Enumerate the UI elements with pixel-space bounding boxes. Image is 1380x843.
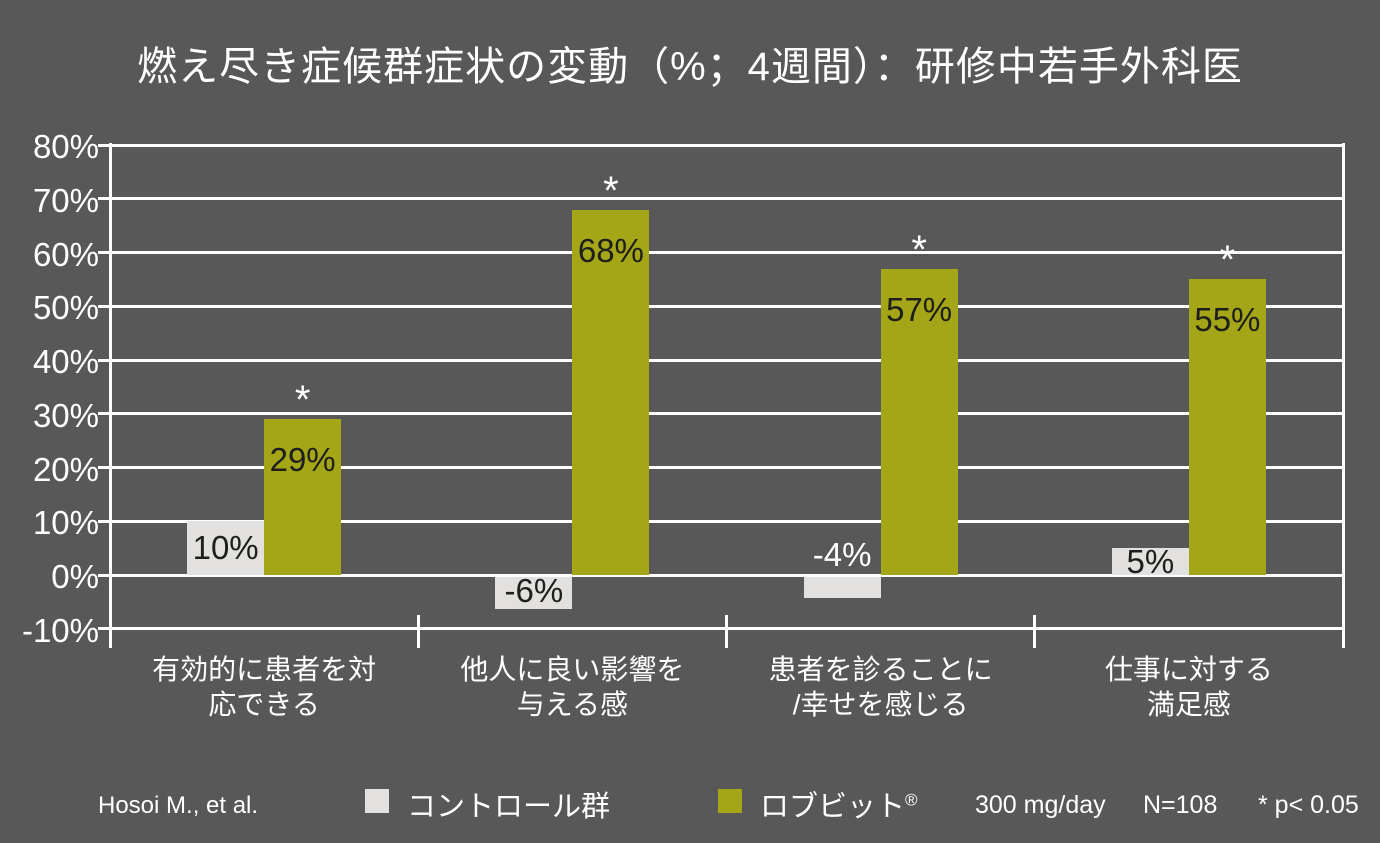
- significance-asterisk: *: [603, 168, 619, 213]
- y-axis-line: [108, 143, 112, 648]
- y-axis-tick: [98, 466, 110, 469]
- bar-value-label: 29%: [269, 441, 336, 479]
- y-axis-label: 10%: [32, 504, 99, 542]
- attribution-text: Hosoi M., et al.: [98, 792, 259, 819]
- y-axis-tick: [98, 412, 110, 416]
- dose-text: 300 mg/day: [975, 791, 1106, 819]
- control-bar: [803, 576, 881, 598]
- control-bar: [495, 576, 573, 609]
- y-axis-label: 60%: [32, 235, 99, 273]
- robuvit-bar: [264, 419, 342, 575]
- category-label-line: 有効的に患者を対: [152, 654, 377, 685]
- gridline: [110, 197, 1343, 201]
- category-label: 有効的に患者を対 応できる: [110, 652, 418, 722]
- x-axis-tick: [108, 615, 112, 648]
- y-axis-label: 50%: [32, 289, 99, 327]
- y-axis-tick: [98, 358, 110, 362]
- bar-value-label: 5%: [1126, 542, 1175, 580]
- y-axis-label: 30%: [32, 396, 99, 434]
- control-bar: [187, 521, 265, 575]
- significance-asterisk: *: [1219, 238, 1236, 283]
- legend-swatch-control: [365, 789, 389, 813]
- legend-label-robuvit: ロブビット®: [760, 783, 918, 825]
- x-axis-tick: [1033, 615, 1037, 648]
- significance-asterisk: *: [294, 378, 311, 423]
- x-axis-tick: [416, 615, 420, 648]
- x-axis-tick: [1341, 615, 1345, 648]
- category-label: 仕事に対する 満足感: [1035, 652, 1343, 722]
- significance-asterisk: *: [911, 227, 927, 272]
- right-border-line: [1341, 143, 1345, 648]
- category-label: 患者を診ることに/幸せを感じる: [727, 652, 1035, 722]
- registered-trademark-symbol: ®: [905, 790, 918, 810]
- chart-title: 燃え尽き症候群症状の変動（%；4週間）：研修中若手外科医: [137, 45, 1243, 89]
- bar-value-label: 10%: [192, 529, 259, 567]
- bar-value-label: -6%: [504, 572, 564, 610]
- category-label: 他人に良い影響を 与える感: [418, 652, 726, 722]
- gridline: [110, 251, 1343, 254]
- y-axis-label: 80%: [32, 128, 99, 165]
- category-label-line: 応できる: [208, 689, 320, 720]
- robuvit-bar: [572, 209, 650, 575]
- category-label-line: 患者を診ることに: [768, 654, 993, 685]
- sample-size-text: N=108: [1143, 791, 1218, 819]
- legend-label-robuvit-text: ロブビット: [760, 791, 906, 823]
- y-axis-tick: [98, 519, 110, 523]
- y-axis-tick: [98, 304, 110, 308]
- y-axis-label: 0%: [51, 558, 99, 595]
- gridline: [110, 573, 1343, 577]
- gridline: [110, 466, 1343, 469]
- y-axis-label: 40%: [32, 343, 99, 380]
- category-label-line: /幸せを感じる: [792, 689, 969, 720]
- gridline: [110, 358, 1343, 362]
- bar-value-label: 57%: [886, 290, 953, 328]
- category-label-line: 他人に良い影響を: [460, 654, 685, 685]
- y-axis-label: 70%: [32, 181, 99, 219]
- bar-value-label: 55%: [1194, 301, 1261, 339]
- gridline: [110, 304, 1343, 308]
- gridline: [110, 143, 1343, 147]
- y-axis-tick: [98, 197, 110, 201]
- category-label-line: 与える感: [516, 689, 628, 720]
- gridline: [110, 519, 1343, 523]
- y-axis-tick: [98, 573, 110, 577]
- y-axis-tick: [98, 143, 110, 147]
- y-axis-label: -10%: [21, 611, 99, 649]
- robuvit-bar: [1188, 279, 1266, 575]
- gridline: [110, 412, 1343, 416]
- legend-label-control: コントロール群: [407, 791, 611, 823]
- significance-note: * p< 0.05: [1258, 791, 1359, 819]
- y-axis-label: 20%: [32, 450, 99, 488]
- x-axis-tick: [725, 615, 728, 648]
- y-axis-tick: [98, 251, 110, 254]
- category-label-line: 満足感: [1146, 689, 1231, 720]
- y-axis-tick: [98, 627, 110, 631]
- control-bar: [1111, 548, 1189, 575]
- robuvit-bar: [880, 268, 958, 575]
- bar-value-label: 68%: [577, 231, 644, 269]
- category-label-line: 仕事に対する: [1104, 654, 1273, 685]
- legend-swatch-robuvit: [718, 789, 742, 813]
- bar-value-label: -4%: [812, 536, 872, 573]
